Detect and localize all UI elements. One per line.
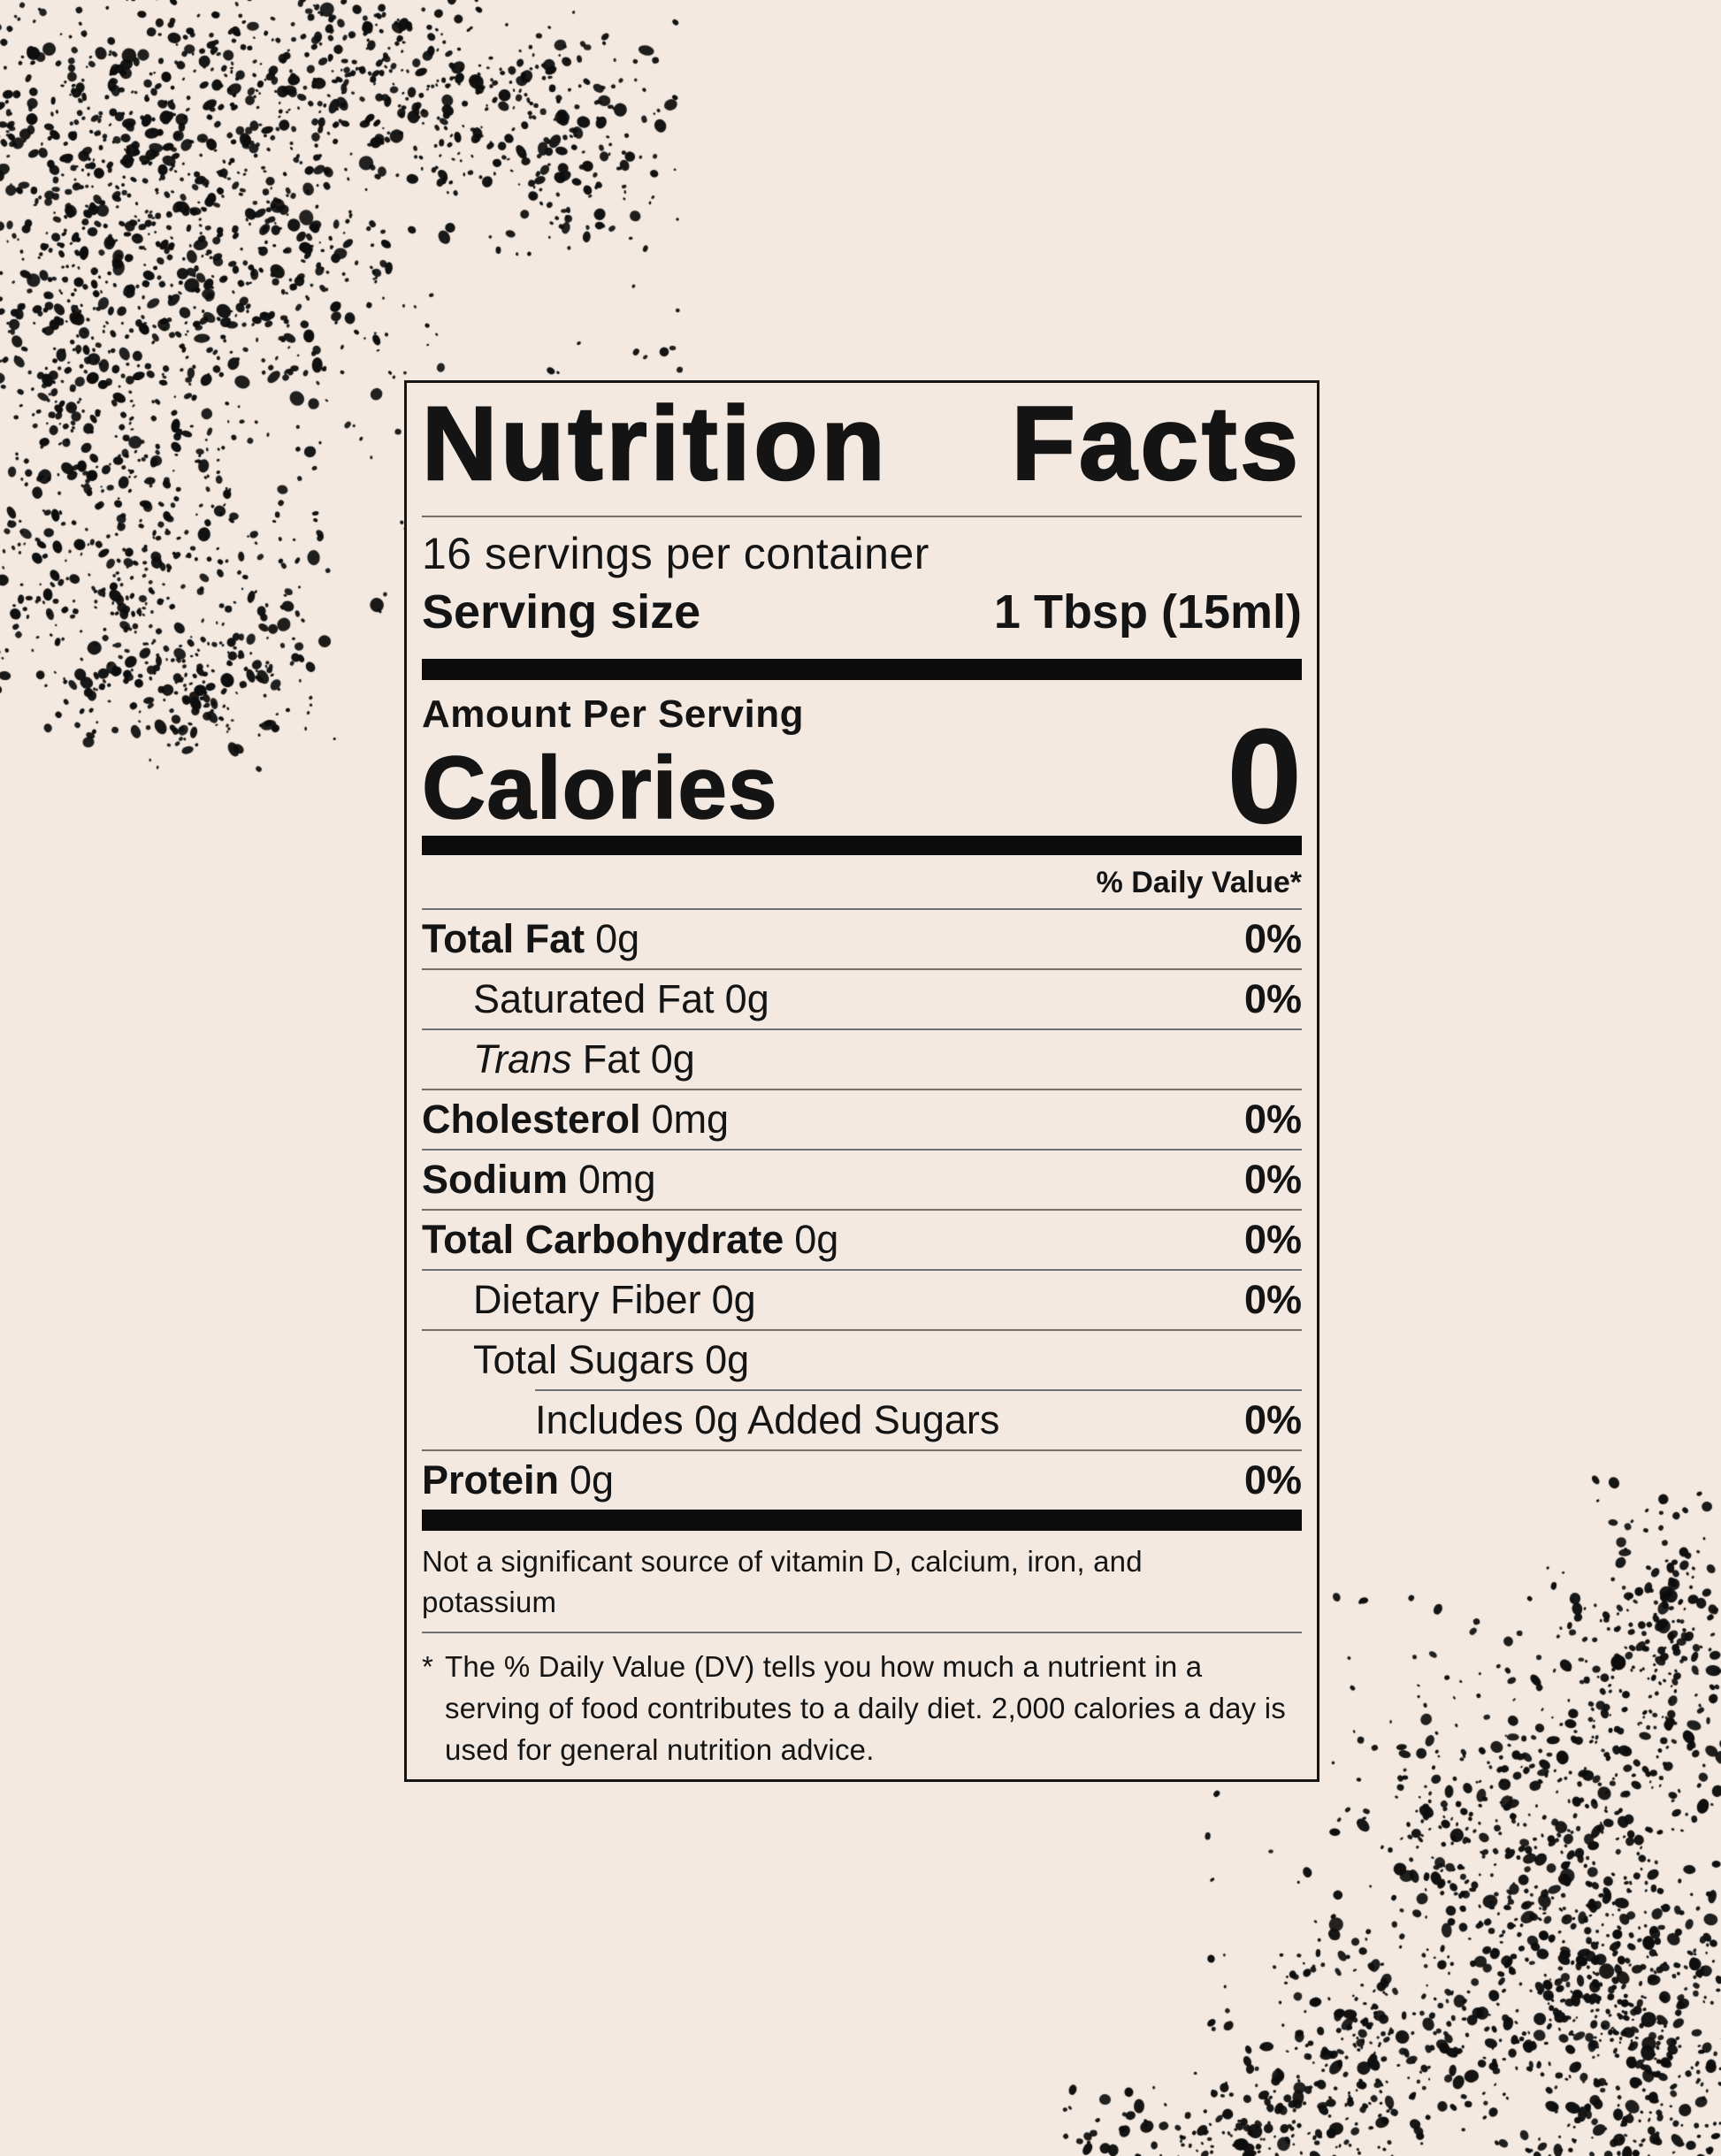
nutrient-row-dietary-fiber: Dietary Fiber 0g 0% [422, 1268, 1302, 1329]
nutrient-amount: 0g [705, 1336, 750, 1382]
nutrient-name: Total Fat [422, 915, 585, 961]
nutrient-name: Cholesterol [422, 1096, 641, 1142]
nutrient-amount: 0g [724, 975, 769, 1021]
serving-size-label: Serving size [422, 585, 701, 638]
calories-value: 0 [1227, 701, 1303, 852]
nutrient-row-saturated-fat: Saturated Fat 0g 0% [422, 967, 1302, 1028]
nutrient-name: Protein [422, 1456, 560, 1502]
nutrient-name: Total Carbohydrate [422, 1216, 784, 1262]
nutrient-row-total-fat: Total Fat 0g 0% [422, 907, 1302, 968]
nutrient-row-trans-fat: Trans Fat 0g [422, 1028, 1302, 1089]
title-word-nutrition: Nutrition [421, 386, 889, 502]
serving-size-row: Serving size 1 Tbsp (15ml) [422, 585, 1302, 639]
nutrient-row-total-carbohydrate: Total Carbohydrate 0g 0% [422, 1208, 1302, 1269]
nutrient-dv: 0% [1243, 1456, 1302, 1502]
nutrient-dv: 0% [1243, 1276, 1302, 1322]
nutrient-amount: 0g [650, 1036, 695, 1082]
nutrient-name: Dietary Fiber [473, 1276, 701, 1322]
nutrient-amount: 0mg [651, 1096, 730, 1142]
thick-bar-top [422, 658, 1302, 680]
nutrient-name: Sodium [422, 1156, 568, 1202]
calories-row: Calories 0 [421, 709, 1302, 844]
nutrient-dv: 0% [1243, 1156, 1302, 1202]
amount-per-serving: Amount Per Serving [422, 692, 804, 736]
nutrient-amount: 0g [595, 915, 640, 961]
nutrient-dv: 0% [1243, 1396, 1302, 1442]
nutrient-row-total-sugars: Total Sugars 0g [422, 1328, 1302, 1389]
title-word-facts: Facts [1010, 386, 1302, 502]
nutrient-name: Fat [582, 1036, 640, 1082]
nutrient-rows: Total Fat 0g 0% Saturated Fat 0g 0% Trans F… [422, 907, 1302, 1510]
label-title: Nutrition Facts [421, 386, 1302, 502]
nutrient-row-protein: Protein 0g 0% [422, 1449, 1302, 1510]
nutrient-dv: 0% [1243, 1096, 1302, 1142]
servings-per-container: 16 servings per container [422, 528, 929, 578]
daily-value-header: % Daily Value* [1096, 865, 1302, 899]
nutrient-amount: 0g [794, 1216, 839, 1262]
nutrient-row-sodium: Sodium 0mg 0% [422, 1148, 1302, 1209]
nutrient-name: Total Sugars [473, 1336, 695, 1382]
nutrient-amount: 0mg [578, 1156, 656, 1202]
asterisk-marker: * [422, 1649, 434, 1683]
footnote-daily-value-text: The % Daily Value (DV) tells you how muc… [445, 1649, 1286, 1766]
title-divider [422, 515, 1302, 517]
thick-bar-mid [422, 835, 1302, 855]
nutrient-dv: 0% [1243, 915, 1302, 961]
nutrient-dv: 0% [1243, 975, 1302, 1021]
nutrient-row-cholesterol: Cholesterol 0mg 0% [422, 1088, 1302, 1149]
inset-divider [535, 1388, 1302, 1391]
nutrient-amount: 0g [570, 1456, 615, 1502]
nutrient-row-added-sugars: Includes 0g Added Sugars 0% [422, 1391, 1302, 1449]
serving-size-value: 1 Tbsp (15ml) [993, 585, 1302, 638]
footnote-divider [422, 1631, 1302, 1633]
nutrition-facts-label: Nutrition Facts 16 servings per containe… [404, 380, 1319, 1782]
nutrient-name: Saturated Fat [473, 975, 715, 1021]
thick-bar-bottom [422, 1509, 1302, 1531]
footnote-daily-value: * The % Daily Value (DV) tells you how m… [422, 1646, 1302, 1770]
nutrient-name-italic: Trans [473, 1036, 572, 1082]
nutrient-name: Includes 0g Added Sugars [535, 1396, 1000, 1442]
nutrient-amount: 0g [711, 1276, 756, 1322]
nutrient-dv: 0% [1243, 1216, 1302, 1262]
calories-label: Calories [421, 738, 778, 837]
footnote-not-significant: Not a significant source of vitamin D, c… [422, 1544, 1143, 1618]
